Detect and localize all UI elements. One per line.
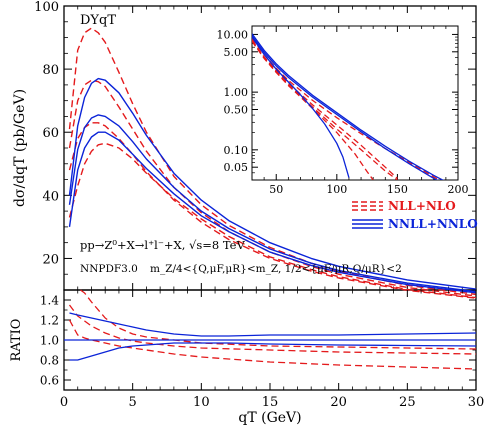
main-y-axis-label: dσ/dqT (pb/GeV) bbox=[12, 89, 28, 207]
main-y-tick-label: 100 bbox=[34, 0, 59, 15]
main-y-tick-label: 20 bbox=[42, 252, 59, 267]
main-ticks: 20 40 60 80 100 bbox=[34, 0, 477, 290]
inset-series-line-4 bbox=[252, 40, 398, 180]
ratio-y-tick-label: 1.0 bbox=[40, 334, 59, 348]
inset-x-tick-label: 50 bbox=[269, 183, 283, 196]
legend-nll-nlo-swatch bbox=[352, 201, 383, 211]
main-y-tick-label: 80 bbox=[42, 63, 59, 78]
inset-x-tick-label: 100 bbox=[326, 183, 347, 196]
inset-x-tick-label: 150 bbox=[387, 183, 408, 196]
x-tick-label: 5 bbox=[129, 395, 137, 410]
inset-series-line-6 bbox=[252, 35, 439, 180]
legend-nll-nlo-label: NLL+NLO bbox=[388, 199, 456, 213]
inset-x-tick-label: 200 bbox=[448, 183, 469, 196]
legend: NLL+NLO NNLL+NNLO bbox=[352, 199, 478, 231]
ratio-series-line-4 bbox=[69, 312, 477, 337]
main-series-line-3 bbox=[68, 122, 477, 299]
inset-series-line-7 bbox=[252, 36, 350, 178]
x-tick-label: 10 bbox=[193, 395, 210, 410]
x-axis-label: qT (GeV) bbox=[238, 410, 301, 426]
x-tick-label: 20 bbox=[330, 395, 347, 410]
main-y-tick-label: 40 bbox=[42, 189, 59, 204]
inset-y-tick-label: 0.10 bbox=[224, 144, 249, 157]
main-y-tick-label: 60 bbox=[42, 126, 59, 141]
ratio-y-tick-label: 0.6 bbox=[40, 374, 59, 388]
main-series-line-5 bbox=[68, 77, 477, 290]
inset-y-tick-label: 1.00 bbox=[224, 86, 249, 99]
main-series-line-6 bbox=[68, 114, 477, 293]
inset-y-tick-label: 5.00 bbox=[224, 46, 249, 59]
inset-y-tick-label: 10.00 bbox=[217, 28, 249, 41]
main-chart-label: DYqT bbox=[80, 13, 116, 28]
ratio-y-tick-label: 1.4 bbox=[40, 294, 59, 308]
ratio-ticks: 0 5 10 15 20 25 30 0.6 0.8 1.0 1.2 1.4 bbox=[40, 289, 485, 410]
inset-plot-frame bbox=[251, 25, 459, 181]
x-tick-label: 0 bbox=[60, 395, 68, 410]
ratio-y-axis-label: RATIO bbox=[9, 319, 24, 362]
ratio-series-line-1 bbox=[80, 289, 477, 350]
x-tick-label: 15 bbox=[262, 395, 279, 410]
inset-series-line-5 bbox=[252, 33, 445, 180]
pdf-label: NNPDF3.0 bbox=[80, 263, 138, 275]
legend-nnll-nnlo-label: NNLL+NNLO bbox=[388, 217, 478, 231]
inset-y-tick-label: 0.50 bbox=[224, 104, 249, 117]
ratio-series-line-6 bbox=[69, 342, 477, 361]
ratio-series-line-2 bbox=[68, 304, 477, 355]
process-text: pp→Z⁰+X→l⁺l⁻+X, √s=8 TeV bbox=[80, 238, 245, 252]
main-series-line-7 bbox=[68, 131, 477, 294]
main-series-line-2 bbox=[68, 79, 477, 297]
x-tick-label: 25 bbox=[399, 395, 416, 410]
ratio-y-tick-label: 1.2 bbox=[40, 314, 59, 328]
ratio-series-line-3 bbox=[68, 319, 477, 370]
ratio-series bbox=[64, 289, 477, 370]
inset-series bbox=[252, 33, 445, 180]
scale-text: m_Z/4<{Q,μF,μR}<m_Z, 1/2<{μF/μR,Q/μR}<2 bbox=[150, 263, 402, 275]
x-tick-label: 30 bbox=[468, 395, 485, 410]
main-series-line-4 bbox=[68, 142, 477, 299]
inset-series-line-2 bbox=[252, 39, 398, 179]
ratio-y-tick-label: 0.8 bbox=[40, 354, 59, 368]
main-series bbox=[68, 27, 477, 299]
legend-nnll-nnlo-swatch bbox=[352, 219, 383, 229]
inset-y-tick-label: 0.05 bbox=[224, 161, 249, 174]
inset-ticks: 50 100 150 200 0.05 0.10 0.50 1.00 5.00 10.00 bbox=[217, 26, 469, 196]
